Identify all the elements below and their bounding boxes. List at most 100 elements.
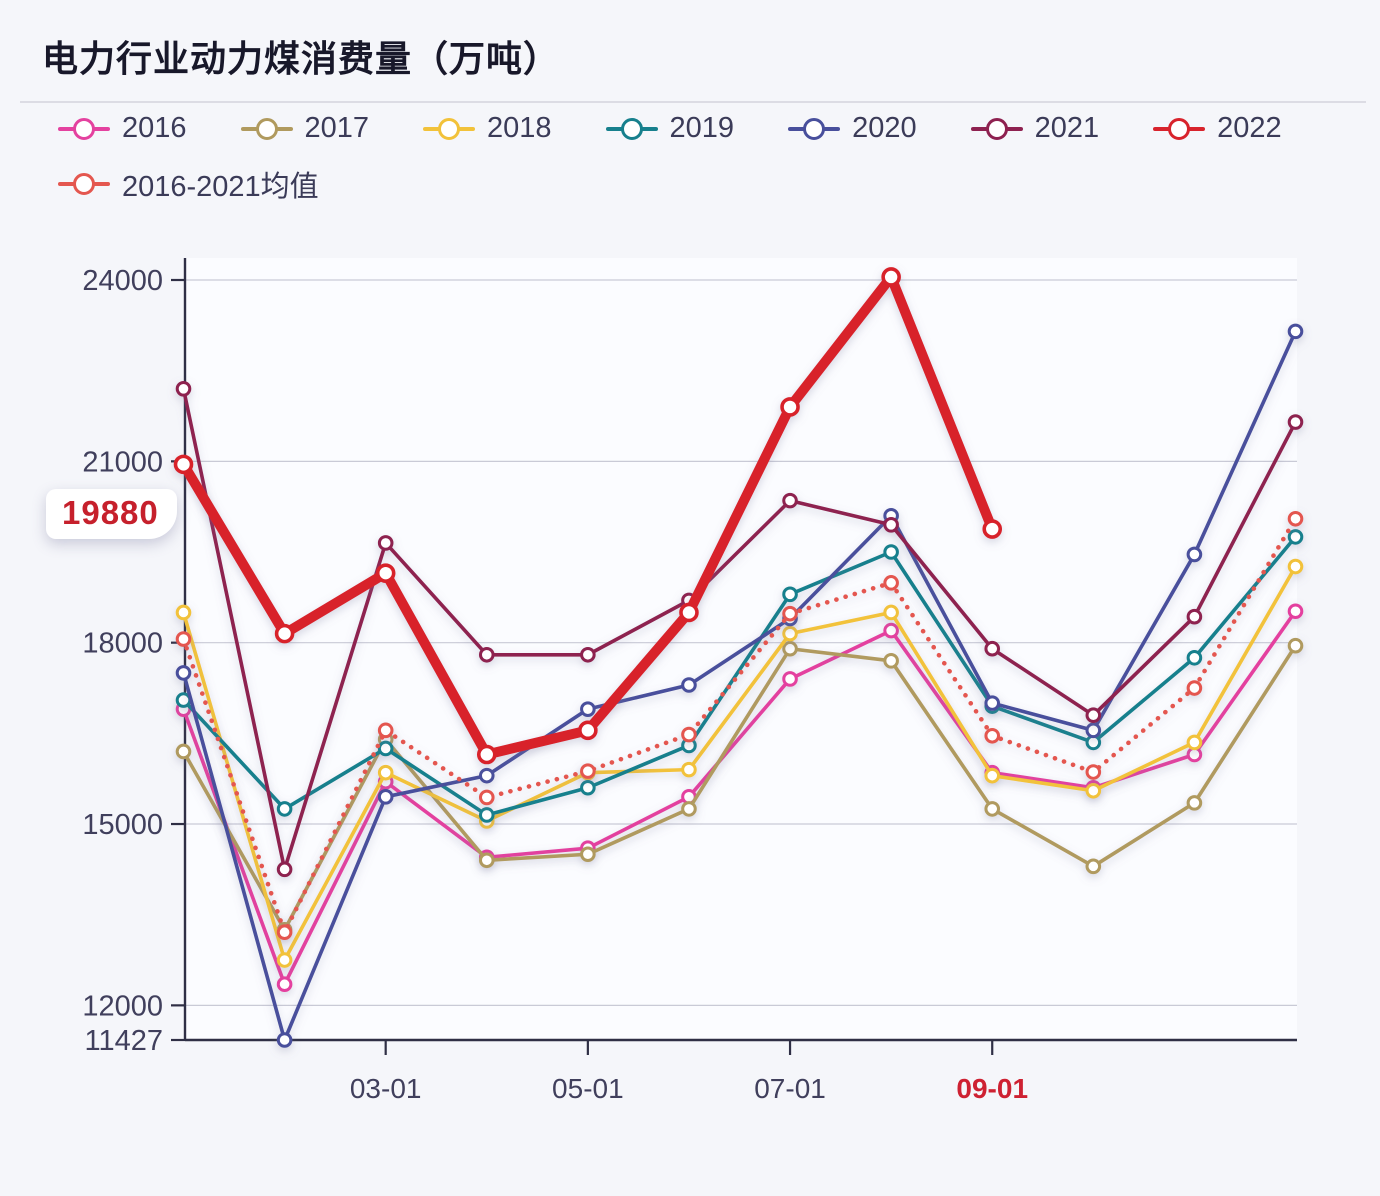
data-point	[276, 924, 293, 941]
data-point	[1186, 795, 1203, 811]
data-point	[478, 767, 495, 784]
legend-ring-icon	[1168, 117, 1191, 140]
data-point	[276, 801, 293, 817]
data-point	[1287, 414, 1304, 430]
data-point	[1186, 546, 1203, 563]
data-point	[580, 646, 596, 663]
legend-label: 2022	[1217, 112, 1282, 144]
data-point	[982, 519, 1003, 539]
data-point	[580, 846, 596, 863]
data-point	[984, 801, 1001, 817]
series-line	[181, 535, 1298, 817]
series-line	[181, 516, 1298, 935]
series-line	[181, 564, 1298, 962]
data-point	[782, 640, 798, 657]
legend-label: 2016	[122, 112, 187, 144]
x-axis-label: 07-01	[754, 1073, 826, 1104]
data-point	[883, 653, 899, 669]
data-point	[580, 763, 596, 779]
y-axis-label: 21000	[82, 446, 163, 478]
legend-line-circle-icon	[605, 117, 658, 140]
data-point	[984, 640, 1001, 657]
series-2022	[173, 267, 1003, 765]
data-point	[681, 677, 697, 693]
data-point	[377, 740, 394, 757]
legend-line-circle-icon	[788, 117, 841, 140]
legend-item-2016[interactable]: 2016	[58, 112, 187, 145]
legend-line-circle-icon	[58, 173, 110, 195]
data-point	[1287, 603, 1304, 620]
series-line	[181, 643, 1298, 932]
data-point	[478, 789, 495, 806]
data-point	[1186, 608, 1203, 625]
legend-item-2021[interactable]: 2021	[970, 112, 1100, 145]
legend-item-2017[interactable]: 2017	[240, 112, 370, 145]
data-point	[681, 761, 697, 778]
legend-label: 2019	[669, 112, 735, 144]
legend-ring-icon	[73, 173, 95, 195]
data-point	[883, 544, 899, 560]
legend-ring-icon	[803, 117, 826, 140]
legend-item-2020[interactable]: 2020	[788, 112, 917, 145]
data-point	[478, 646, 495, 663]
data-point	[1287, 510, 1304, 527]
data-point	[377, 789, 394, 805]
legend-ring-icon	[255, 117, 278, 140]
x-axis-label-highlight: 09-01	[956, 1073, 1028, 1104]
value-badge-19880: 19880	[46, 489, 177, 539]
legend-item-2022[interactable]: 2022	[1153, 112, 1282, 145]
legend-line-circle-icon	[240, 117, 293, 140]
data-point	[782, 492, 798, 509]
data-point	[375, 563, 396, 583]
legend-ring-icon	[438, 117, 461, 140]
legend-item-2019[interactable]: 2019	[605, 112, 735, 145]
data-point	[984, 767, 1001, 784]
y-axis-label: 12000	[82, 990, 163, 1022]
data-point	[780, 397, 800, 417]
data-point	[276, 861, 293, 878]
x-axis-label: 03-01	[350, 1073, 422, 1104]
legend-label: 2017	[304, 112, 370, 144]
y-axis-label: 18000	[82, 628, 163, 660]
data-point	[883, 575, 899, 591]
legend: 2016 2017 2018 2019 2020 2021 2022 2016-2021均值	[58, 112, 1368, 205]
data-point	[883, 604, 899, 621]
y-axis-label: 24000	[82, 265, 163, 297]
data-point	[681, 726, 697, 743]
data-point	[175, 631, 192, 647]
series-2019	[175, 529, 1304, 823]
data-point	[782, 605, 798, 622]
data-point	[881, 267, 901, 287]
data-point	[478, 807, 495, 823]
data-point	[578, 720, 598, 741]
data-point	[1085, 764, 1102, 780]
data-point	[276, 1032, 293, 1048]
data-point	[276, 976, 293, 993]
legend-label: 2021	[1034, 112, 1100, 144]
legend-label: 2016-2021均值	[122, 171, 319, 203]
legend-line-circle-icon	[58, 117, 110, 140]
data-point	[1287, 637, 1304, 654]
legend-item-2016-2021-[interactable]: 2016-2021均值	[58, 163, 319, 205]
data-point	[1287, 323, 1304, 340]
data-point	[883, 517, 899, 533]
legend-item-2018[interactable]: 2018	[423, 112, 552, 145]
data-point	[1186, 680, 1203, 696]
data-point	[478, 852, 495, 869]
data-point	[1085, 722, 1102, 739]
data-point	[681, 801, 697, 817]
data-point	[782, 625, 798, 642]
y-axis-label: 11427	[85, 1025, 164, 1057]
legend-label: 2018	[487, 112, 552, 144]
data-point	[1287, 529, 1304, 545]
data-point	[883, 622, 899, 639]
series-line	[181, 387, 1298, 872]
legend-ring-icon	[620, 117, 643, 140]
data-point	[679, 602, 699, 623]
data-point	[377, 535, 394, 551]
data-point	[1186, 734, 1203, 751]
x-axis-label: 05-01	[552, 1073, 624, 1104]
data-point	[1186, 649, 1203, 666]
data-point	[377, 764, 394, 781]
